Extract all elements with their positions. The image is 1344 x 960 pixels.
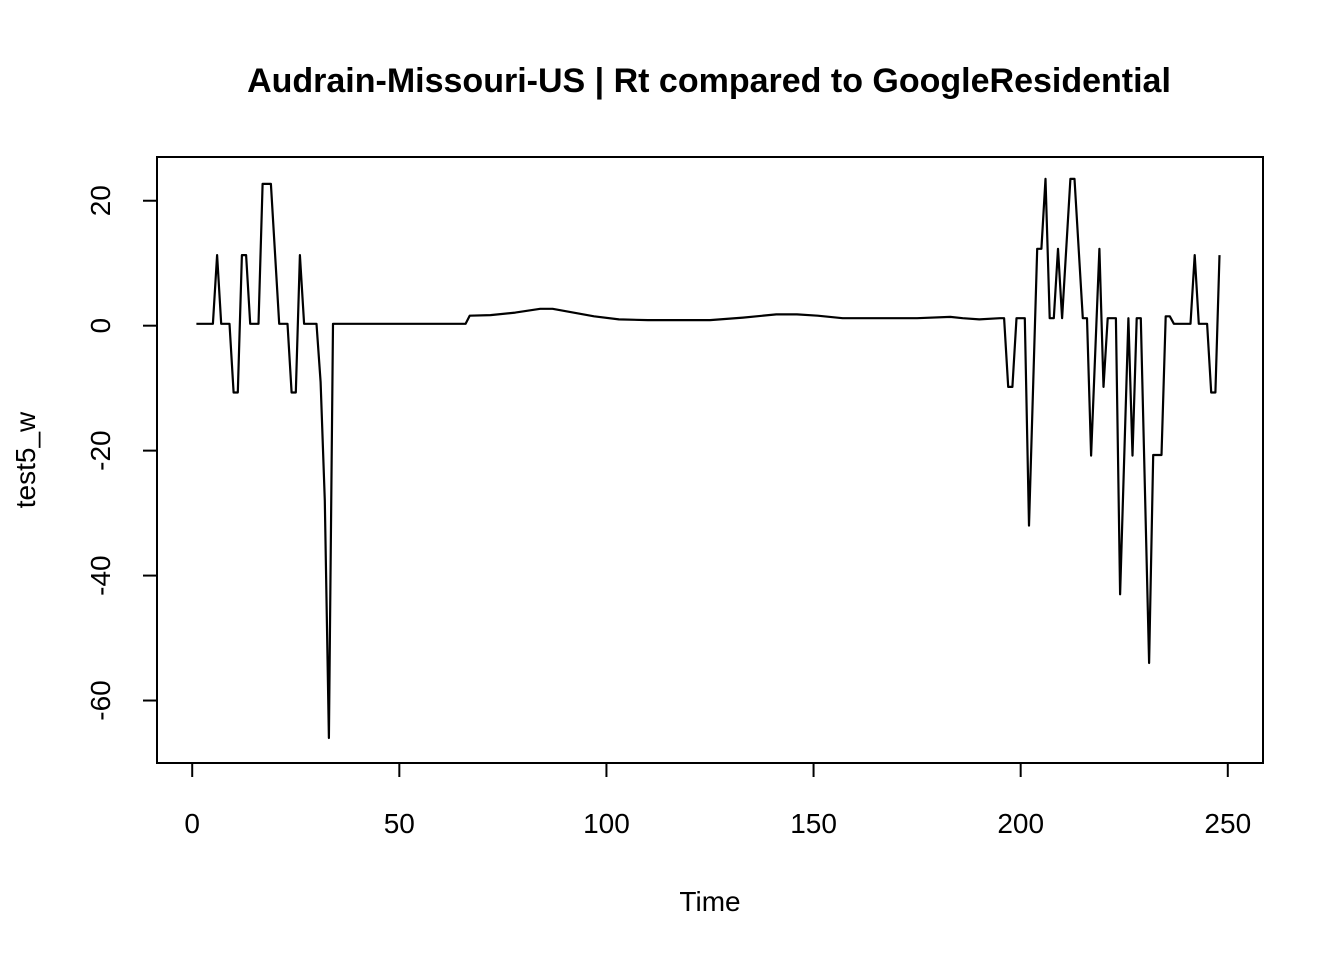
x-tick-label: 200 <box>997 808 1044 839</box>
y-tick-label: -20 <box>85 430 116 470</box>
x-tick-label: 250 <box>1204 808 1251 839</box>
y-tick-label: 20 <box>85 185 116 216</box>
x-tick-label: 100 <box>583 808 630 839</box>
x-axis-label: Time <box>679 886 740 917</box>
y-tick-label: 0 <box>85 318 116 334</box>
series-line <box>196 177 1221 740</box>
y-axis-label: test5_w <box>10 411 41 508</box>
x-tick-label: 150 <box>790 808 837 839</box>
x-tick-label: 0 <box>184 808 200 839</box>
y-tick-label: -40 <box>85 555 116 595</box>
y-tick-label: -60 <box>85 680 116 720</box>
x-tick-label: 50 <box>384 808 415 839</box>
x-axis: 0 50 100 150 200 250 <box>184 762 1251 839</box>
y-axis: -60 -40 -20 0 20 <box>85 185 158 721</box>
chart-title: Audrain-Missouri-US | Rt compared to Goo… <box>247 62 1171 100</box>
